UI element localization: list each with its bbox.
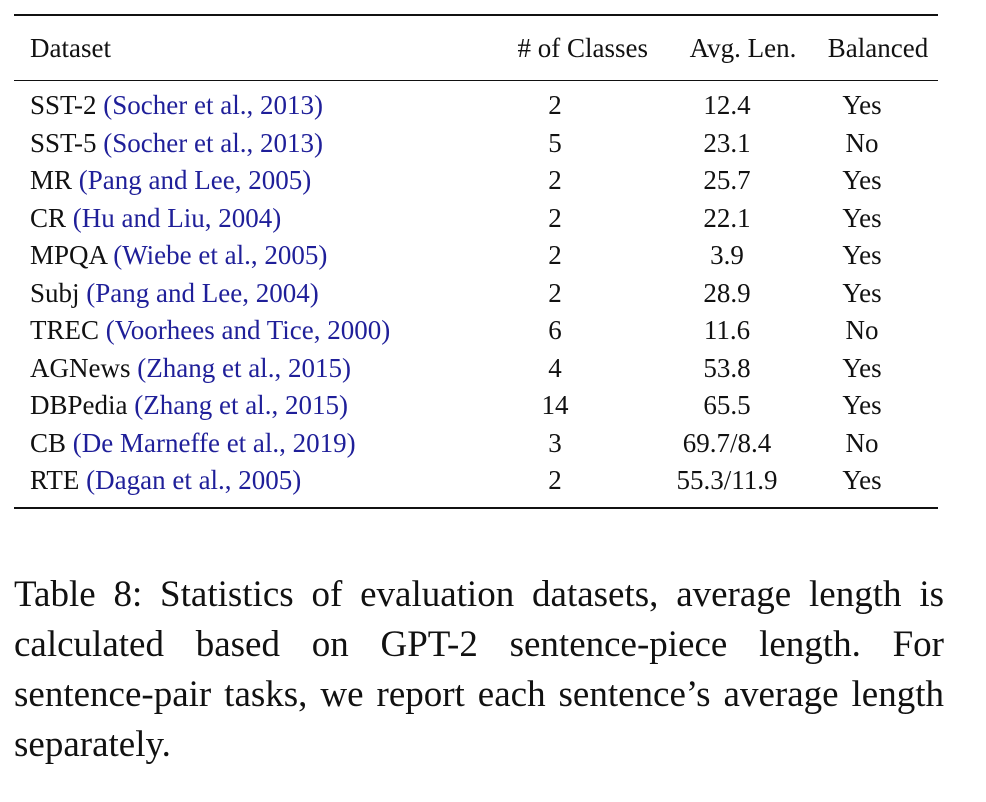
dataset-name: Subj [30, 277, 80, 308]
dataset-cell: Subj (Pang and Lee, 2004) [14, 278, 442, 309]
classes-cell: 2 [548, 90, 562, 121]
dataset-name: CB [30, 427, 67, 458]
table-row: AGNews (Zhang et al., 2015) 4 53.8 Yes [14, 350, 938, 388]
citation-link[interactable]: (Pang and Lee, 2004) [86, 277, 319, 308]
table-row: CR (Hu and Liu, 2004) 2 22.1 Yes [14, 200, 938, 238]
table-row: MR (Pang and Lee, 2005) 2 25.7 Yes [14, 162, 938, 200]
dataset-name: CR [30, 202, 67, 233]
balanced-cell: Yes [842, 165, 882, 196]
table-header-row: Dataset # of Classes Avg. Len. Balanced [14, 16, 938, 80]
classes-cell: 2 [548, 277, 562, 308]
classes-cell: 2 [548, 202, 562, 233]
dataset-name: SST-5 [30, 127, 97, 158]
avg-len-cell: 12.4 [703, 90, 751, 121]
dataset-name: AGNews [30, 352, 131, 383]
table-header-rule [14, 80, 938, 81]
avg-len-cell: 65.5 [703, 390, 751, 421]
dataset-name: MPQA [30, 240, 107, 271]
avg-len-cell: 22.1 [703, 202, 751, 233]
dataset-name: MR [30, 165, 73, 196]
table-row: CB (De Marneffe et al., 2019) 3 69.7/8.4 No [14, 425, 938, 463]
classes-cell: 3 [548, 427, 562, 458]
dataset-name: TREC [30, 315, 100, 346]
avg-len-cell: 23.1 [703, 127, 751, 158]
dataset-cell: SST-5 (Socher et al., 2013) [14, 128, 442, 159]
dataset-name: RTE [30, 465, 80, 496]
avg-len-cell: 28.9 [703, 277, 751, 308]
citation-link[interactable]: (Zhang et al., 2015) [134, 390, 348, 421]
table-row: DBPedia (Zhang et al., 2015) 14 65.5 Yes [14, 387, 938, 425]
citation-link[interactable]: (Socher et al., 2013) [103, 127, 323, 158]
avg-len-cell: 55.3/11.9 [676, 465, 778, 496]
avg-len-cell: 25.7 [703, 165, 751, 196]
table-row: RTE (Dagan et al., 2005) 2 55.3/11.9 Yes [14, 462, 938, 500]
dataset-cell: SST-2 (Socher et al., 2013) [14, 90, 442, 121]
citation-link[interactable]: (Zhang et al., 2015) [137, 352, 351, 383]
citation-link[interactable]: (Wiebe et al., 2005) [113, 240, 328, 271]
balanced-cell: Yes [842, 202, 882, 233]
table-row: Subj (Pang and Lee, 2004) 2 28.9 Yes [14, 275, 938, 313]
balanced-cell: Yes [842, 90, 882, 121]
classes-cell: 6 [548, 315, 562, 346]
table-row: TREC (Voorhees and Tice, 2000) 6 11.6 No [14, 312, 938, 350]
balanced-cell: Yes [842, 390, 882, 421]
balanced-cell: No [845, 427, 879, 458]
dataset-cell: TREC (Voorhees and Tice, 2000) [14, 315, 442, 346]
table-row: MPQA (Wiebe et al., 2005) 2 3.9 Yes [14, 237, 938, 275]
citation-link[interactable]: (Pang and Lee, 2005) [78, 165, 312, 196]
header-classes: # of Classes [517, 32, 649, 63]
table-row: SST-2 (Socher et al., 2013) 2 12.4 Yes [14, 87, 938, 125]
citation-link[interactable]: (Hu and Liu, 2004) [72, 202, 282, 233]
avg-len-cell: 3.9 [710, 240, 744, 271]
avg-len-cell: 53.8 [703, 352, 751, 383]
table-body: SST-2 (Socher et al., 2013) 2 12.4 Yes SST-5… [14, 81, 938, 507]
balanced-cell: Yes [842, 465, 882, 496]
avg-len-cell: 69.7/8.4 [682, 427, 772, 458]
balanced-cell: No [845, 315, 879, 346]
dataset-cell: AGNews (Zhang et al., 2015) [14, 353, 442, 384]
header-avg-len: Avg. Len. [689, 32, 797, 63]
dataset-name: DBPedia [30, 390, 128, 421]
statistics-table: Dataset # of Classes Avg. Len. Balanced … [14, 14, 938, 509]
classes-cell: 2 [548, 240, 562, 271]
classes-cell: 5 [548, 127, 562, 158]
header-balanced: Balanced [827, 32, 929, 63]
classes-cell: 2 [548, 165, 562, 196]
dataset-cell: CB (De Marneffe et al., 2019) [14, 428, 442, 459]
balanced-cell: Yes [842, 352, 882, 383]
dataset-cell: CR (Hu and Liu, 2004) [14, 203, 442, 234]
classes-cell: 14 [541, 390, 569, 421]
dataset-cell: DBPedia (Zhang et al., 2015) [14, 390, 442, 421]
dataset-cell: RTE (Dagan et al., 2005) [14, 465, 442, 496]
dataset-name: SST-2 [30, 90, 97, 121]
balanced-cell: Yes [842, 277, 882, 308]
dataset-cell: MPQA (Wiebe et al., 2005) [14, 240, 442, 271]
balanced-cell: Yes [842, 240, 882, 271]
table-bottom-rule [14, 506, 938, 509]
citation-link[interactable]: (Socher et al., 2013) [103, 90, 323, 121]
citation-link[interactable]: (De Marneffe et al., 2019) [72, 427, 356, 458]
citation-link[interactable]: (Dagan et al., 2005) [86, 465, 302, 496]
classes-cell: 2 [548, 465, 562, 496]
table-top-rule [14, 14, 938, 16]
citation-link[interactable]: (Voorhees and Tice, 2000) [105, 315, 391, 346]
header-dataset: Dataset [30, 32, 111, 63]
classes-cell: 4 [548, 352, 562, 383]
table-caption: Table 8: Statistics of evaluation datase… [14, 574, 944, 765]
dataset-cell: MR (Pang and Lee, 2005) [14, 165, 442, 196]
table-row: SST-5 (Socher et al., 2013) 5 23.1 No [14, 125, 938, 163]
avg-len-cell: 11.6 [703, 315, 751, 346]
balanced-cell: No [845, 127, 879, 158]
